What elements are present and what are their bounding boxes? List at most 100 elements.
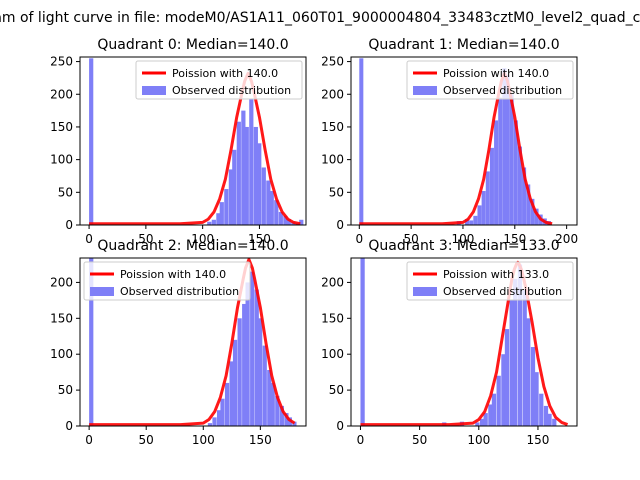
subplot-title: Quadrant 3: Median=133.0 bbox=[368, 238, 559, 254]
histogram-bar bbox=[266, 180, 271, 225]
histogram-bar bbox=[473, 215, 478, 225]
histogram-bar bbox=[483, 413, 488, 426]
histogram-bar bbox=[509, 94, 514, 225]
histogram-bar bbox=[274, 200, 279, 225]
legend-box bbox=[135, 60, 303, 100]
y-tick-label: 100 bbox=[321, 153, 344, 167]
legend: Poission with 133.0 Observed distribution bbox=[406, 261, 574, 301]
legend: Poission with 140.0 Observed distribution bbox=[83, 261, 251, 301]
histogram-bar bbox=[220, 398, 225, 426]
y-tick-label: 150 bbox=[321, 120, 344, 134]
x-tick-label: 150 bbox=[503, 232, 526, 246]
x-tick-label: 50 bbox=[412, 433, 427, 447]
y-tick-label: 200 bbox=[50, 275, 73, 289]
axes-frame bbox=[79, 56, 307, 226]
legend-label: Observed distribution bbox=[443, 285, 562, 298]
histogram-bar bbox=[547, 413, 552, 426]
histogram-bars bbox=[89, 58, 304, 225]
x-tick-label: 0 bbox=[85, 232, 93, 246]
x-tick-label: 100 bbox=[191, 232, 214, 246]
histogram-bar bbox=[286, 219, 291, 225]
histogram-bar bbox=[216, 410, 222, 426]
y-tick-label: 250 bbox=[321, 55, 344, 69]
histogram-bar bbox=[517, 264, 523, 426]
histogram-bar bbox=[242, 303, 247, 426]
histogram-bar bbox=[267, 370, 272, 426]
y-tick-label: 0 bbox=[336, 218, 344, 232]
histogram-bar bbox=[504, 329, 510, 426]
histogram-bar bbox=[258, 318, 263, 426]
x-tick-label: 0 bbox=[357, 433, 365, 447]
histogram-bar bbox=[360, 258, 365, 426]
histogram-bar bbox=[236, 121, 241, 225]
legend-label: Poission with 140.0 bbox=[172, 67, 278, 80]
histogram-bar bbox=[207, 221, 212, 225]
histogram-bar bbox=[475, 422, 480, 426]
legend-label: Observed distribution bbox=[172, 84, 291, 97]
panel-quadrant-2: 0 50 100 150 0 50 100 150 200 Quadrant 2: Median=… bbox=[50, 238, 307, 447]
histogram-bar bbox=[207, 423, 213, 426]
histogram-bar bbox=[253, 126, 258, 225]
histogram-bar bbox=[505, 74, 510, 225]
x-tick-label: 0 bbox=[355, 232, 363, 246]
histogram-bar bbox=[513, 120, 518, 225]
histogram-bar bbox=[279, 405, 284, 426]
subplot-title: Quadrant 1: Median=140.0 bbox=[368, 37, 559, 53]
legend-label: Poission with 133.0 bbox=[443, 268, 549, 281]
histogram-bar bbox=[89, 258, 94, 426]
y-tick-label: 50 bbox=[58, 185, 73, 199]
histogram-bar bbox=[489, 147, 494, 225]
histogram-bar bbox=[359, 58, 364, 225]
y-tick-label: 50 bbox=[329, 383, 344, 397]
histogram-bar bbox=[488, 404, 493, 426]
histogram-bar bbox=[278, 211, 283, 225]
histogram-bar bbox=[261, 167, 266, 225]
histogram-bar bbox=[501, 354, 506, 426]
legend: Poission with 140.0 Observed distribution bbox=[406, 60, 574, 100]
legend-label: Poission with 140.0 bbox=[443, 67, 549, 80]
x-tick-label: 50 bbox=[403, 232, 418, 246]
y-tick-label: 50 bbox=[58, 383, 73, 397]
x-tick-label: 200 bbox=[555, 232, 578, 246]
legend-bar-swatch bbox=[413, 287, 437, 296]
histogram-bar bbox=[224, 382, 230, 426]
histogram-bar bbox=[517, 146, 522, 225]
panel-quadrant-0: 0 50 100 150 0 50 100 150 200 250 Quadrant 0: Medi… bbox=[50, 37, 307, 246]
y-tick-label: 50 bbox=[329, 185, 344, 199]
histogram-bar bbox=[275, 395, 280, 426]
histogram-bar bbox=[526, 318, 531, 426]
y-tick-label: 150 bbox=[321, 311, 344, 325]
y-tick-label: 0 bbox=[65, 218, 73, 232]
y-tick-label: 250 bbox=[50, 55, 73, 69]
histogram-bar bbox=[479, 418, 485, 426]
histogram-bar bbox=[491, 393, 497, 426]
histogram-bar bbox=[232, 339, 238, 426]
panel-quadrant-3: 0 50 100 150 0 50 100 150 200 Quadrant 3: Median=… bbox=[321, 238, 578, 447]
y-tick-label: 0 bbox=[65, 419, 73, 433]
y-tick-label: 200 bbox=[321, 87, 344, 101]
histogram-bar bbox=[496, 375, 501, 426]
legend-bar-swatch bbox=[90, 287, 114, 296]
histogram-bar bbox=[477, 205, 482, 225]
histogram-bar bbox=[244, 126, 249, 225]
y-tick-label: 200 bbox=[50, 87, 73, 101]
legend-label: Observed distribution bbox=[443, 84, 562, 97]
x-tick-label: 50 bbox=[138, 232, 153, 246]
histogram-bar bbox=[228, 169, 233, 225]
histogram-bar bbox=[534, 208, 539, 225]
histogram-bar bbox=[284, 413, 289, 426]
histogram-bar bbox=[254, 289, 259, 426]
histogram-bar bbox=[552, 418, 557, 426]
histogram-bar bbox=[211, 219, 216, 225]
legend: Poission with 140.0 Observed distribution bbox=[135, 60, 303, 100]
histogram-bar bbox=[534, 372, 539, 426]
x-tick-label: 150 bbox=[248, 232, 271, 246]
histogram-bar bbox=[522, 167, 527, 225]
y-tick-label: 150 bbox=[50, 120, 73, 134]
subplot-title: Quadrant 0: Median=140.0 bbox=[97, 37, 288, 53]
legend-box bbox=[406, 261, 574, 301]
legend-bar-swatch bbox=[413, 86, 437, 95]
histogram-bar bbox=[292, 421, 297, 426]
histogram-bar bbox=[522, 289, 527, 426]
histogram-bar bbox=[283, 215, 288, 225]
